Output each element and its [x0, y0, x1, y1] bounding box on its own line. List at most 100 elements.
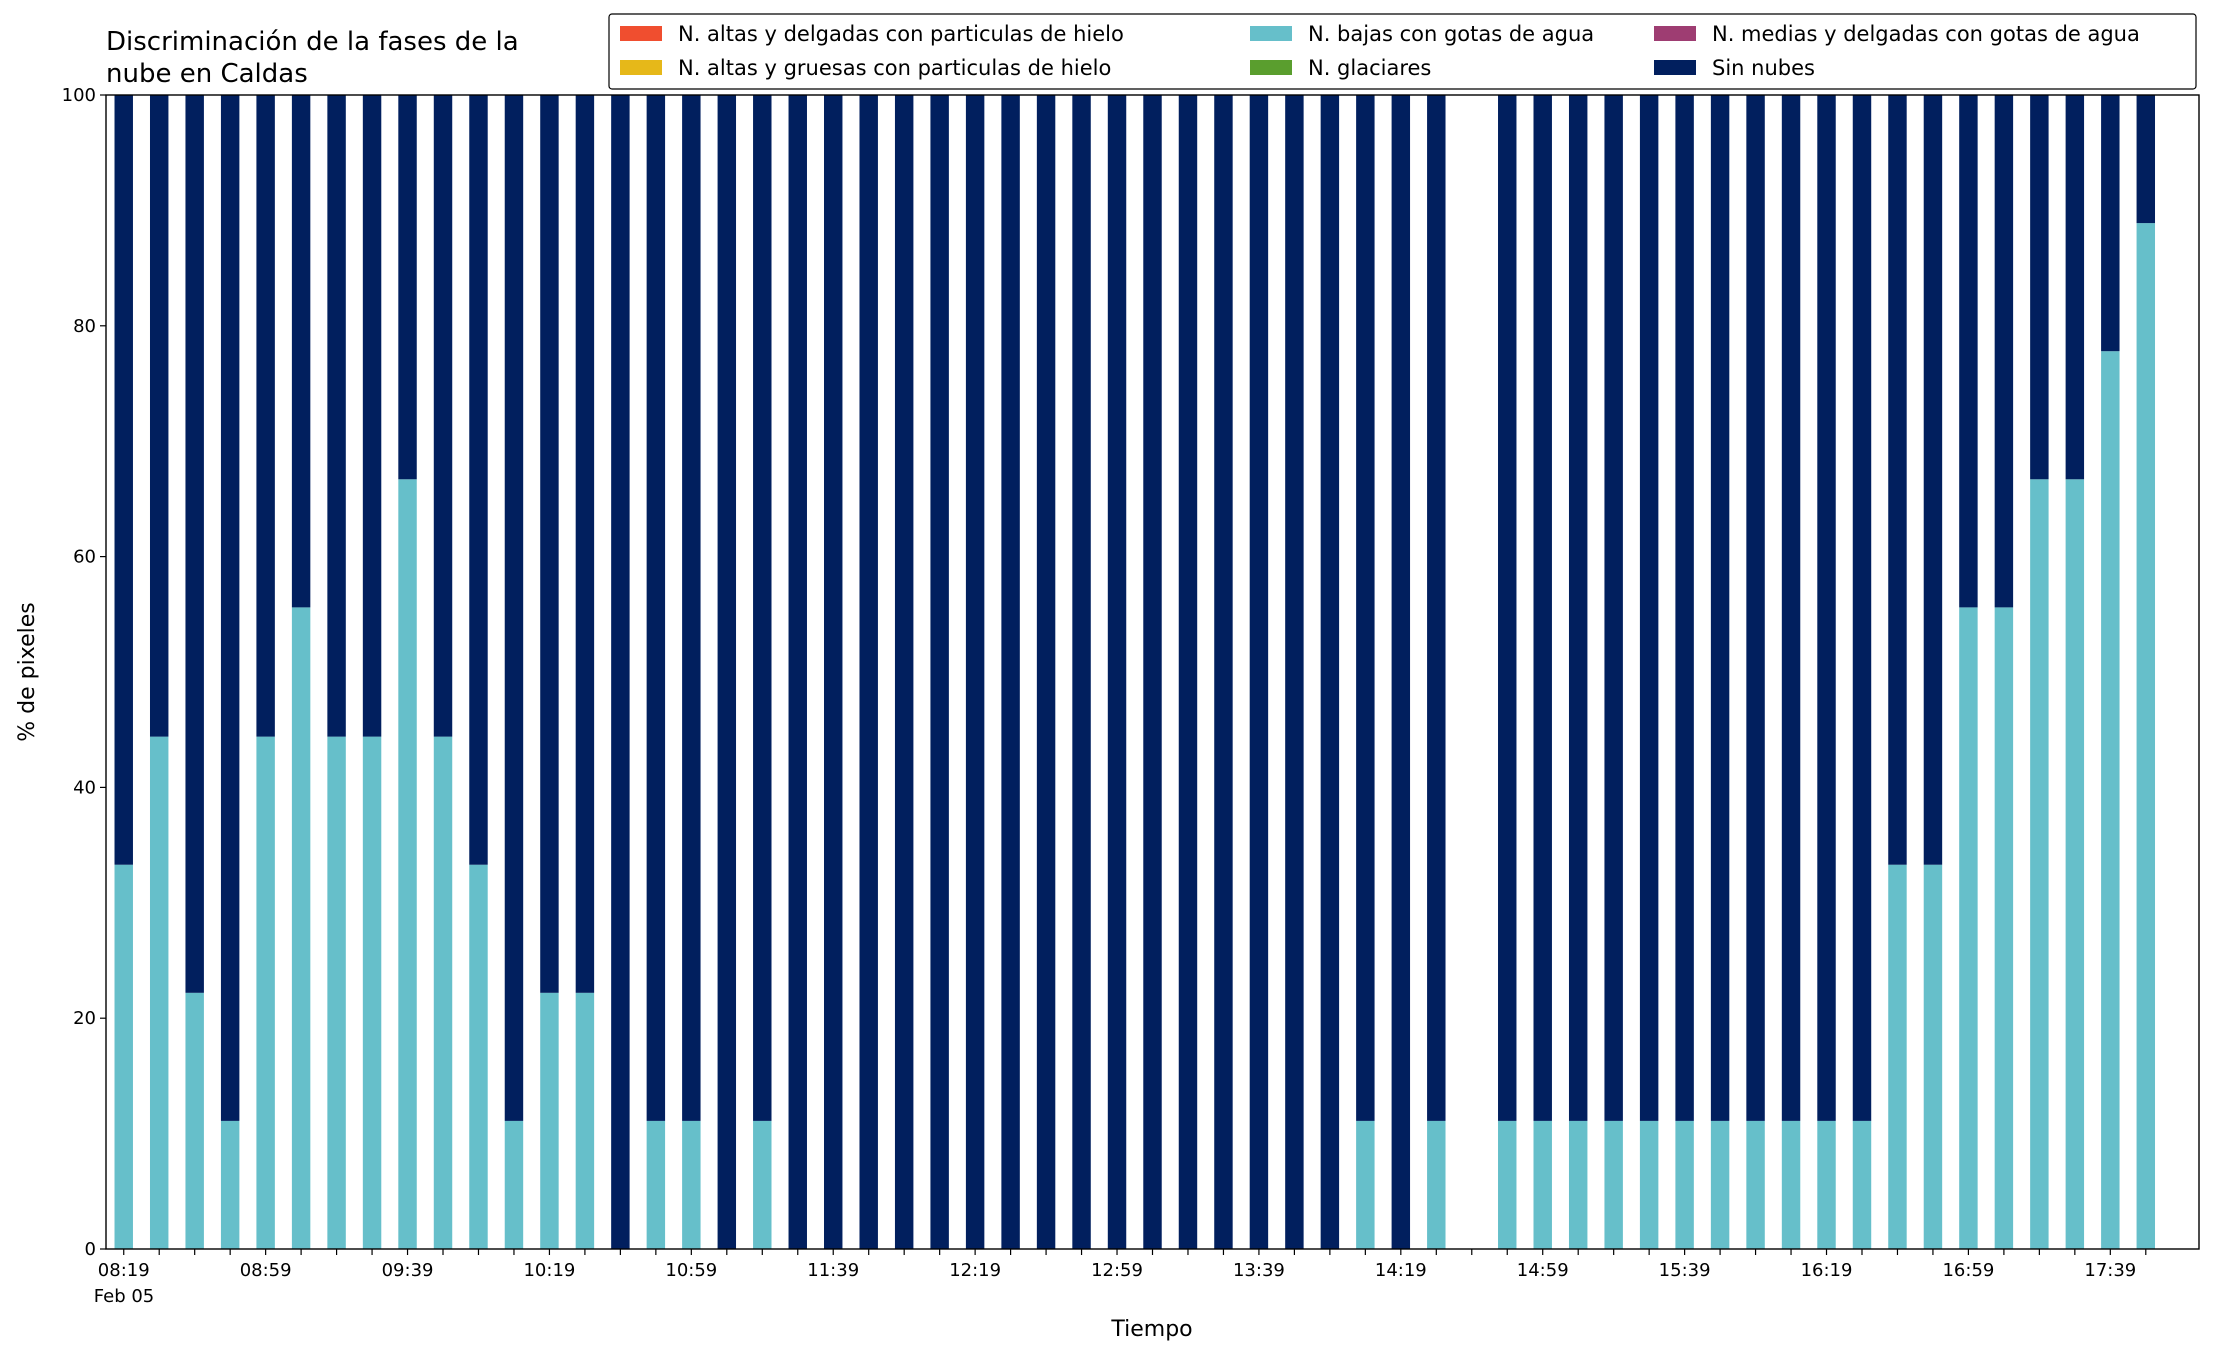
bar-segment — [1710, 95, 1730, 1121]
legend-label: N. altas y delgadas con particulas de hi… — [678, 22, 1124, 46]
bar-segment — [114, 95, 133, 865]
bar-segment — [611, 95, 630, 1249]
bar-segment — [1639, 1120, 1659, 1249]
legend-swatch — [620, 60, 662, 75]
bar-segment — [362, 95, 382, 737]
bar-segment — [2101, 351, 2120, 1249]
y-tick-label: 60 — [73, 547, 96, 568]
bar-segment — [753, 95, 772, 1121]
chart-title: nube en Caldas — [106, 59, 308, 89]
x-tick-label: 16:19 — [1801, 1260, 1853, 1281]
x-tick-label: 09:39 — [382, 1260, 434, 1281]
bar-segment — [149, 95, 169, 737]
bar-segment — [327, 736, 346, 1249]
bar-segment — [1675, 1120, 1694, 1249]
bar-segment — [646, 95, 666, 1121]
y-tick-label: 40 — [73, 777, 96, 798]
bar-segment — [753, 1120, 772, 1249]
bar-segment — [1923, 864, 1943, 1249]
bar-segment — [2065, 95, 2085, 480]
bar-segment — [398, 479, 417, 1250]
bar-segment — [1639, 95, 1659, 1121]
x-sublabel: Feb 05 — [94, 1286, 155, 1307]
bar-segment — [1320, 95, 1340, 1249]
bar-segment — [894, 95, 914, 1249]
bar-segment — [1781, 1120, 1801, 1249]
bar-segment — [1427, 95, 1446, 1121]
bar-segment — [1888, 864, 1907, 1249]
bar-segment — [1568, 95, 1588, 1121]
bar-segment — [504, 1120, 524, 1249]
legend-label: N. bajas con gotas de agua — [1308, 22, 1594, 46]
bar-segment — [433, 736, 453, 1249]
bar-segment — [1072, 95, 1091, 1249]
bar-segment — [185, 992, 204, 1249]
bar-segment — [1214, 95, 1233, 1249]
bar-segment — [1675, 95, 1694, 1121]
bar-segment — [1356, 1120, 1375, 1249]
x-tick-label: 13:39 — [1233, 1260, 1285, 1281]
bar-segment — [717, 95, 737, 1249]
bar-segment — [327, 95, 346, 737]
bar-segment — [682, 1120, 701, 1249]
bar-segment — [965, 95, 985, 1249]
bar-segment — [1036, 95, 1056, 1249]
y-axis-label: % de pixeles — [15, 602, 40, 741]
bar-segment — [1710, 1120, 1730, 1249]
bar-segment — [469, 864, 488, 1249]
bar-segment — [575, 992, 595, 1249]
bar-segment — [1888, 95, 1907, 865]
bar-segment — [2065, 479, 2085, 1250]
x-tick-label: 15:39 — [1659, 1260, 1711, 1281]
x-axis-label: Tiempo — [1110, 1317, 1192, 1342]
bar-segment — [1604, 1120, 1623, 1249]
x-tick-label: 08:59 — [240, 1260, 292, 1281]
legend-swatch — [1250, 60, 1292, 75]
bar-segment — [2101, 95, 2120, 352]
legend-label: N. glaciares — [1308, 56, 1431, 80]
x-tick-label: 16:59 — [1942, 1260, 1994, 1281]
bar-segment — [114, 864, 133, 1249]
bar-segment — [1143, 95, 1162, 1249]
bar-segment — [220, 1120, 240, 1249]
y-tick-label: 80 — [73, 316, 96, 337]
y-tick-label: 0 — [85, 1239, 96, 1260]
x-tick-label: 11:39 — [807, 1260, 859, 1281]
x-tick-label: 17:39 — [2084, 1260, 2136, 1281]
chart-title: Discriminación de la fases de la — [106, 27, 519, 57]
bar-segment — [2030, 479, 2049, 1250]
x-tick-label: 10:59 — [665, 1260, 717, 1281]
bar-segment — [291, 95, 311, 608]
bar-segment — [1498, 1120, 1517, 1249]
bar-segment — [788, 95, 807, 1249]
bar-segment — [2136, 95, 2156, 224]
bar-segment — [256, 736, 275, 1249]
bar-segment — [1356, 95, 1375, 1121]
bar-segment — [1746, 95, 1765, 1121]
bar-segment — [1923, 95, 1943, 865]
legend-swatch — [1250, 26, 1292, 41]
bar-segment — [1781, 95, 1801, 1121]
bar-segment — [646, 1120, 666, 1249]
bar-segment — [256, 95, 275, 737]
x-tick-label: 12:19 — [949, 1260, 1001, 1281]
bar-segment — [575, 95, 595, 993]
bar-segment — [1107, 95, 1127, 1249]
legend-swatch — [1654, 26, 1696, 41]
x-tick-label: 08:19 — [98, 1260, 150, 1281]
bar-segment — [1817, 1120, 1836, 1249]
bar-segment — [1178, 95, 1198, 1249]
bar-segment — [1852, 95, 1872, 1121]
bar-segment — [1498, 95, 1517, 1121]
bar-segment — [2030, 95, 2049, 480]
plot-frame — [105, 94, 2200, 1250]
bar-segment — [469, 95, 488, 865]
bar-segment — [1533, 95, 1552, 1121]
legend-label: N. altas y gruesas con particulas de hie… — [678, 56, 1111, 80]
legend-label: N. medias y delgadas con gotas de agua — [1712, 22, 2140, 46]
legend-box — [608, 13, 2197, 90]
x-tick-label: 10:19 — [523, 1260, 575, 1281]
bar-segment — [1959, 95, 1978, 608]
